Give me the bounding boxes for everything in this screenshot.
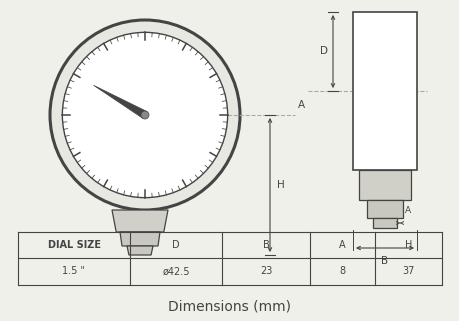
Text: ø42.5: ø42.5	[162, 266, 190, 276]
Circle shape	[141, 111, 149, 119]
Text: A: A	[338, 240, 345, 250]
Text: D: D	[172, 240, 179, 250]
Text: 1.5 ": 1.5 "	[62, 266, 85, 276]
Bar	[358, 170, 410, 200]
Bar	[366, 200, 402, 218]
Bar	[352, 12, 416, 170]
Bar	[372, 218, 396, 228]
Text: 37: 37	[402, 266, 414, 276]
Polygon shape	[93, 85, 147, 118]
Circle shape	[50, 20, 240, 210]
Text: Dimensions (mm): Dimensions (mm)	[168, 299, 291, 313]
Polygon shape	[112, 210, 168, 232]
Text: A: A	[404, 206, 410, 215]
Text: DIAL SIZE: DIAL SIZE	[47, 240, 100, 250]
Text: A: A	[297, 100, 304, 110]
Text: 23: 23	[259, 266, 272, 276]
Text: B: B	[381, 256, 388, 266]
Text: D: D	[319, 47, 327, 56]
Text: B: B	[262, 240, 269, 250]
Text: H: H	[404, 240, 411, 250]
Circle shape	[62, 32, 227, 198]
Text: 8: 8	[339, 266, 345, 276]
Polygon shape	[120, 232, 160, 246]
Text: H: H	[276, 180, 284, 190]
Polygon shape	[127, 246, 153, 255]
